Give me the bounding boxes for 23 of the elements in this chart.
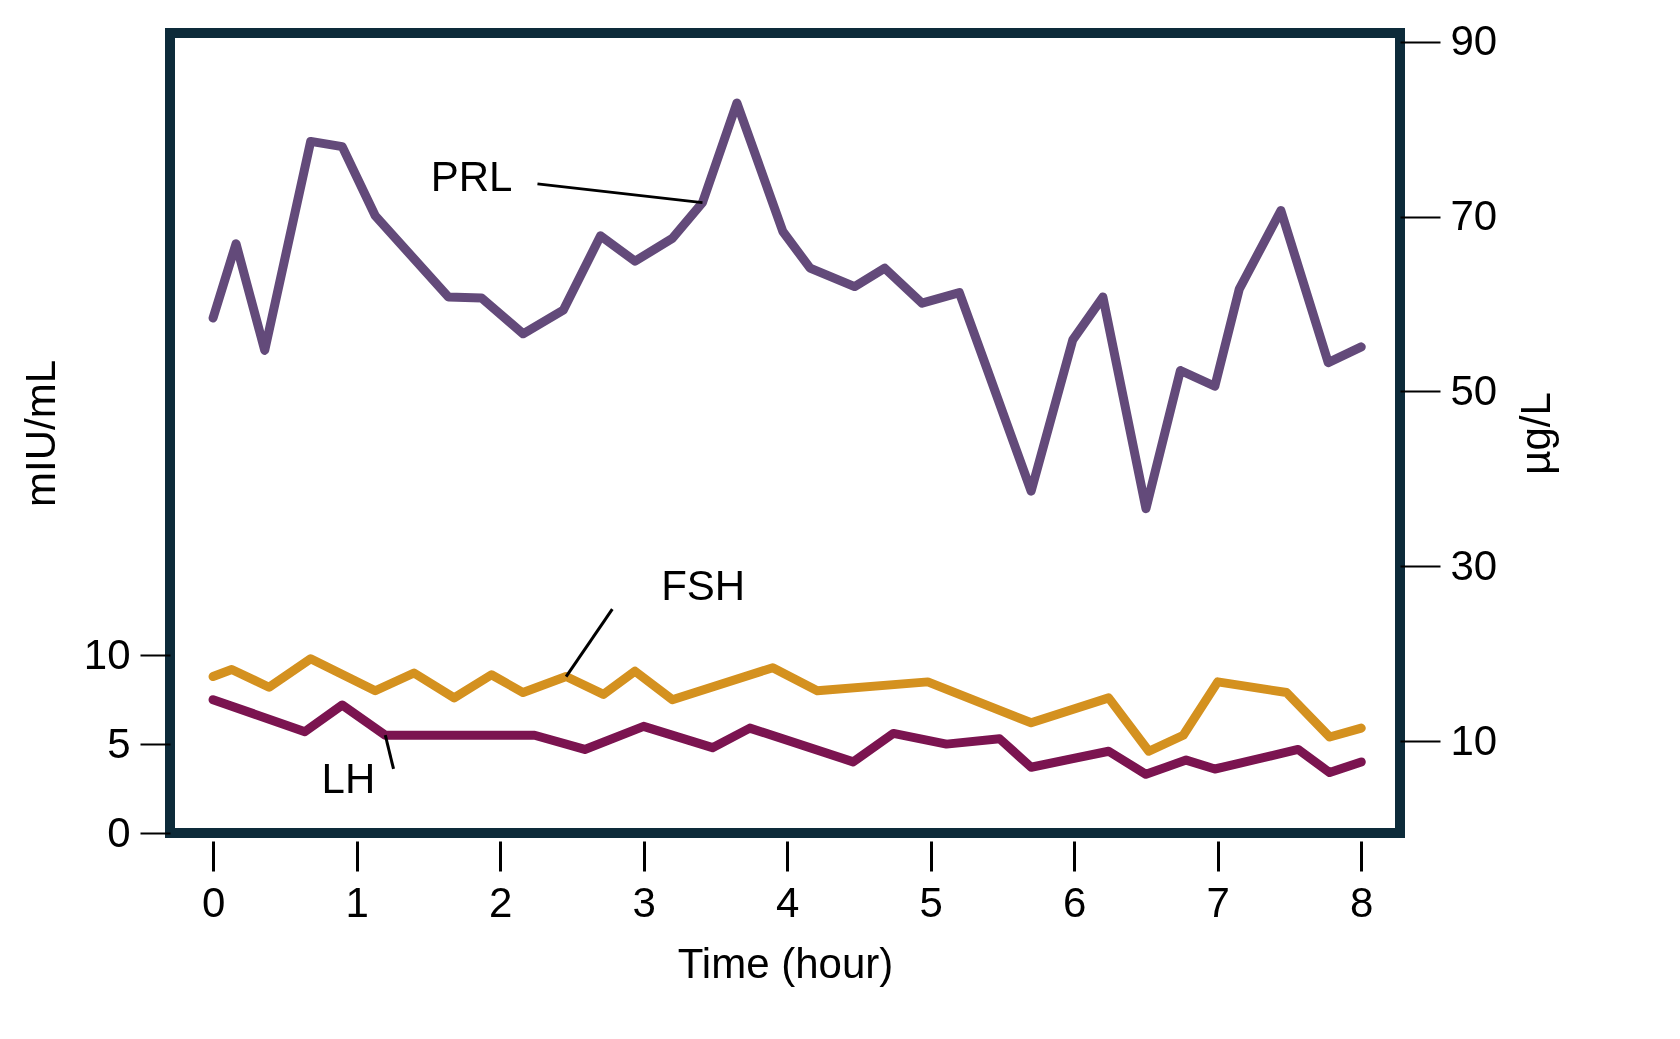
y-tick-label: 5 [107,719,131,767]
series-label: LH [321,755,376,803]
x-tick-label: 4 [775,878,800,926]
x-tick-label: 3 [632,878,656,926]
y-tick-label: 0 [107,808,131,856]
y2-tick-label: 50 [1450,366,1498,414]
y2-tick-label: 90 [1450,17,1498,65]
x-axis-title: Time (hour) [677,939,894,987]
x-tick-label: 1 [345,878,369,926]
x-tick-label: 0 [201,878,226,926]
y2-tick-label: 70 [1450,192,1498,240]
y2-tick-label: 10 [1450,716,1498,764]
x-tick-label: 6 [1063,878,1087,926]
y2-tick-label: 30 [1450,541,1498,589]
series-label: PRL [430,152,513,200]
x-tick-label: 7 [1206,878,1230,926]
x-tick-label: 8 [1350,878,1374,926]
x-tick-label: 5 [919,878,943,926]
y-tick-label: 10 [83,630,131,678]
series-label: FSH [661,561,746,609]
y2-axis-title: µg/L [1512,392,1560,475]
y-axis-title: mIU/mL [16,360,64,507]
x-tick-label: 2 [488,878,513,926]
